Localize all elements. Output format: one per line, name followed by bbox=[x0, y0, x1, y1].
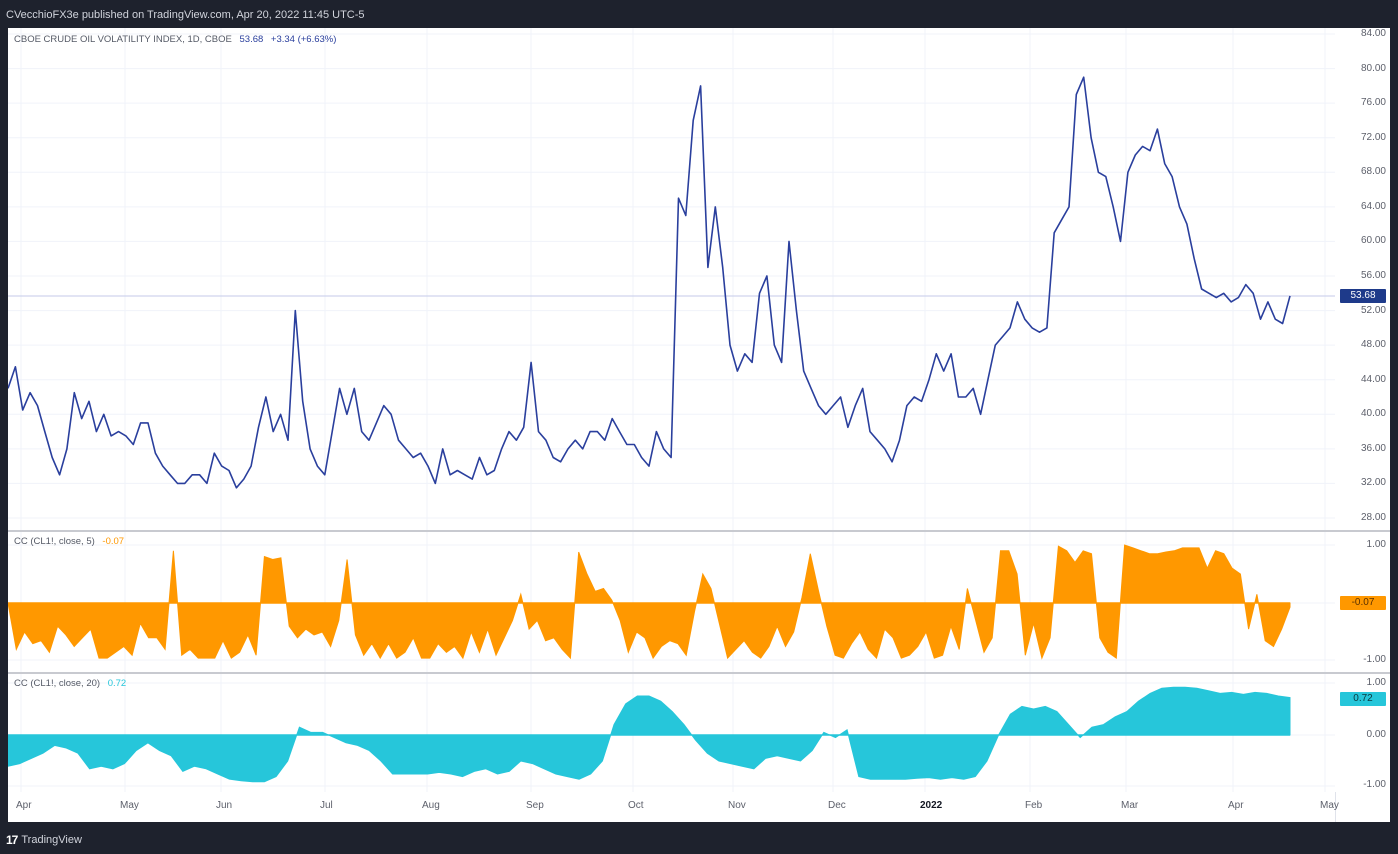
cc5-indicator-pane[interactable]: CC (CL1!, close, 5) -0.07 1.00 -1.00 -0.… bbox=[8, 532, 1390, 672]
main-ytick: 32.00 bbox=[1360, 477, 1386, 489]
tradingview-logo[interactable]: 17 TradingView bbox=[6, 833, 82, 847]
cc20-title: CC (CL1!, close, 20) bbox=[14, 678, 101, 689]
last-price-tag: 53.68 bbox=[1340, 289, 1386, 304]
time-axis-label: 2022 bbox=[920, 800, 943, 811]
time-axis-label: Jul bbox=[320, 800, 333, 811]
time-axis-label: May bbox=[120, 800, 139, 811]
main-ytick: 72.00 bbox=[1360, 131, 1386, 143]
main-ytick: 60.00 bbox=[1360, 235, 1386, 247]
time-axis-label: Mar bbox=[1121, 800, 1139, 811]
cc5-value-tag: -0.07 bbox=[1340, 596, 1386, 610]
cc20-value-tag: 0.72 bbox=[1340, 692, 1386, 706]
symbol-title: CBOE CRUDE OIL VOLATILITY INDEX, 1D, CBO… bbox=[14, 34, 232, 45]
pane-divider[interactable] bbox=[8, 530, 1390, 532]
main-ytick: 56.00 bbox=[1360, 270, 1386, 281]
main-price-pane[interactable]: CBOE CRUDE OIL VOLATILITY INDEX, 1D, CBO… bbox=[8, 28, 1390, 530]
cc5-legend: CC (CL1!, close, 5) -0.07 bbox=[14, 536, 124, 547]
time-axis-label: Feb bbox=[1025, 800, 1043, 811]
price-change: +3.34 (+6.63%) bbox=[270, 34, 337, 45]
main-ytick: 68.00 bbox=[1360, 166, 1386, 178]
cc20-ytick-bottom: -1.00 bbox=[1363, 779, 1386, 790]
main-ytick: 84.00 bbox=[1360, 28, 1386, 39]
cc20-legend: CC (CL1!, close, 20) 0.72 bbox=[14, 678, 126, 689]
main-ytick: 64.00 bbox=[1360, 200, 1386, 212]
time-axis-label: Dec bbox=[828, 800, 846, 811]
time-axis-label: Nov bbox=[728, 800, 746, 811]
publisher-bar: CVecchioFX3e published on TradingView.co… bbox=[0, 0, 1398, 28]
brand-name: TradingView bbox=[21, 834, 82, 846]
main-ytick: 28.00 bbox=[1360, 512, 1386, 523]
main-ytick: 40.00 bbox=[1360, 408, 1386, 420]
time-axis-label: Apr bbox=[1228, 800, 1244, 811]
cc5-ytick-bottom: -1.00 bbox=[1363, 654, 1386, 665]
time-axis-label: Oct bbox=[628, 800, 644, 811]
cc20-indicator-pane[interactable]: CC (CL1!, close, 20) 0.72 1.00 0.00 -1.0… bbox=[8, 674, 1390, 792]
main-ytick: 80.00 bbox=[1360, 62, 1386, 74]
main-ytick: 76.00 bbox=[1360, 97, 1386, 109]
main-legend: CBOE CRUDE OIL VOLATILITY INDEX, 1D, CBO… bbox=[14, 34, 336, 45]
cc20-value: 0.72 bbox=[107, 678, 127, 689]
main-ytick: 36.00 bbox=[1360, 442, 1386, 454]
publisher-line: CVecchioFX3e published on TradingView.co… bbox=[6, 9, 365, 21]
time-axis-label: Apr bbox=[16, 800, 32, 811]
chart-frame: CBOE CRUDE OIL VOLATILITY INDEX, 1D, CBO… bbox=[8, 28, 1390, 822]
footer-bar: 17 TradingView bbox=[0, 822, 1398, 854]
cc5-ytick-top: 1.00 bbox=[1366, 539, 1386, 550]
time-axis-label: May bbox=[1320, 800, 1339, 811]
ovx-line-plot bbox=[8, 28, 1335, 530]
time-axis-label: Jun bbox=[216, 800, 233, 811]
last-price: 53.68 bbox=[239, 34, 264, 45]
time-axis-label: Sep bbox=[526, 800, 544, 811]
cc5-area-plot bbox=[8, 532, 1335, 672]
pane-divider[interactable] bbox=[8, 672, 1390, 674]
main-ytick: 48.00 bbox=[1360, 339, 1386, 351]
time-axis-label: Aug bbox=[422, 800, 440, 811]
cc20-ytick-mid: 0.00 bbox=[1366, 729, 1386, 740]
cc20-ytick-top: 1.00 bbox=[1366, 677, 1386, 688]
tradingview-logo-icon: 17 bbox=[6, 833, 18, 847]
main-ytick: 52.00 bbox=[1360, 304, 1386, 316]
main-ytick: 44.00 bbox=[1360, 373, 1386, 385]
cc5-title: CC (CL1!, close, 5) bbox=[14, 536, 95, 547]
cc5-value: -0.07 bbox=[102, 536, 125, 547]
cc20-area-plot bbox=[8, 674, 1335, 792]
